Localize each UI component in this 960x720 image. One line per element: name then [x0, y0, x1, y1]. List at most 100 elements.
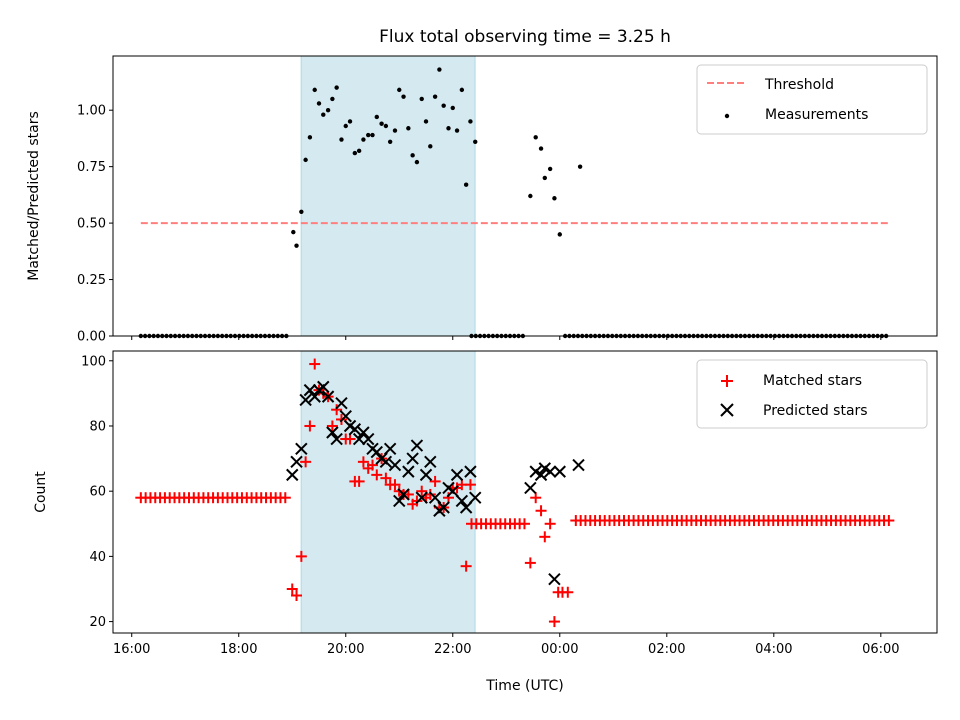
x-stroke-b	[317, 380, 330, 394]
top-y-ticks: 0.00 0.25 0.50 0.75 1.00	[77, 104, 113, 345]
measurement-point	[387, 139, 393, 145]
x-stroke-b	[383, 442, 397, 456]
x-stroke-b	[362, 432, 375, 446]
measurement-point	[321, 112, 326, 117]
measurement-point	[432, 94, 438, 99]
matched-star-point	[424, 488, 436, 500]
measurement-point	[361, 137, 366, 142]
x-stroke-b	[335, 396, 348, 410]
legend-measurements-label: Measurements	[765, 107, 868, 123]
measurement-point	[419, 96, 424, 102]
x-stroke-b	[469, 491, 482, 504]
predicted-star-point	[450, 468, 464, 482]
matched-star-point	[357, 456, 369, 468]
top-ytick-label: 1.00	[77, 104, 106, 119]
predicted-star-point	[393, 494, 406, 508]
bottom-xtick-label: 16:00	[113, 642, 150, 657]
measurement-point	[473, 139, 478, 145]
bottom-xtick-label: 00:00	[541, 642, 578, 657]
legend-matched-swatch	[721, 375, 733, 387]
measurement-point	[423, 119, 429, 124]
matched-star-point	[371, 469, 383, 481]
x-stroke-b	[455, 494, 469, 508]
matched-star-point	[291, 590, 303, 602]
x-stroke-b	[402, 465, 415, 478]
measurement-point	[299, 209, 304, 215]
x-stroke-b	[397, 488, 410, 501]
x-stroke-b	[308, 390, 321, 403]
x-stroke-b	[419, 468, 433, 482]
matched-star-point	[309, 358, 321, 370]
measurement-point	[334, 85, 339, 90]
measurement-point	[307, 135, 313, 140]
measurement-point	[352, 150, 358, 156]
predicted-star-point	[424, 455, 437, 469]
predicted-star-point	[415, 491, 428, 504]
bottom-ytick-label: 20	[89, 615, 106, 630]
legend-measurements-swatch	[724, 113, 730, 119]
x-stroke-b	[295, 442, 308, 456]
top-axes-frame	[112, 55, 938, 337]
measurement-point	[303, 157, 308, 163]
bottom-panel: 20 40 60 80 100 16:00 18:00 20:00 22:00 00:00 02:…	[33, 350, 938, 694]
x-stroke-b	[303, 383, 317, 397]
measurement-point	[437, 67, 442, 72]
predicted-star-point	[428, 491, 442, 504]
x-stroke-b	[388, 458, 402, 472]
matched-star-point	[429, 475, 441, 487]
predicted-star-point	[406, 452, 419, 465]
x-stroke-b	[464, 465, 477, 478]
matched-star-point	[295, 550, 307, 562]
measurement-point	[397, 87, 402, 93]
measurement-point	[392, 128, 398, 133]
predicted-star-point	[388, 458, 402, 472]
x-stroke-b	[348, 423, 362, 436]
x-stroke-b	[326, 426, 339, 439]
predicted-star-point	[357, 426, 370, 439]
legend-matched-label: Matched stars	[763, 373, 862, 389]
predicted-star-point	[397, 488, 410, 501]
predicted-star-point	[379, 455, 393, 469]
predicted-star-point	[352, 432, 366, 446]
top-highlight-span	[300, 55, 476, 337]
predicted-star-point	[308, 390, 321, 403]
x-stroke-b	[572, 458, 585, 472]
predicted-star-point	[299, 393, 312, 407]
legend-predicted-label: Predicted stars	[763, 403, 868, 419]
predicted-star-point	[326, 426, 339, 439]
x-stroke-b	[534, 468, 548, 482]
predicted-star-point	[455, 494, 469, 508]
measurement-point	[577, 164, 583, 169]
measurement-point	[330, 96, 335, 102]
bottom-y-axis-label: Count	[33, 471, 49, 513]
x-stroke-b	[343, 419, 357, 433]
matched-star-point	[883, 515, 895, 527]
x-stroke-b	[428, 491, 442, 504]
bottom-ytick-label: 80	[89, 419, 106, 434]
top-x-ticks	[131, 336, 882, 340]
x-stroke-b	[352, 432, 366, 446]
top-ytick-label: 0.50	[77, 217, 106, 232]
bottom-legend: Matched stars Predicted stars	[696, 359, 928, 429]
bottom-xtick-label: 22:00	[434, 642, 471, 657]
bottom-xtick-label: 18:00	[220, 642, 257, 657]
bottom-x-ticks: 16:00 18:00 20:00 22:00 00:00 02:00 04:00 06:00	[113, 633, 900, 657]
predicted-star-point	[339, 409, 352, 423]
matched-star-point	[544, 518, 556, 530]
matched-star-point	[535, 505, 547, 517]
matched-star-point	[416, 485, 428, 497]
measurement-point	[463, 182, 469, 187]
x-stroke-b	[548, 573, 561, 586]
measurement-point	[414, 159, 420, 165]
measurement-point	[291, 229, 296, 235]
top-y-axis-label: Matched/Predicted stars	[26, 111, 42, 281]
matched-star-point	[326, 420, 338, 432]
top-ytick-label: 0.25	[77, 273, 106, 288]
matched-star-point	[524, 557, 536, 569]
top-legend: Threshold Measurements	[696, 64, 928, 135]
predicted-star-point	[383, 442, 397, 456]
measurement-point	[459, 87, 465, 93]
measurement-point	[450, 105, 455, 111]
x-stroke-b	[410, 439, 424, 452]
bottom-xtick-label: 04:00	[755, 642, 792, 657]
